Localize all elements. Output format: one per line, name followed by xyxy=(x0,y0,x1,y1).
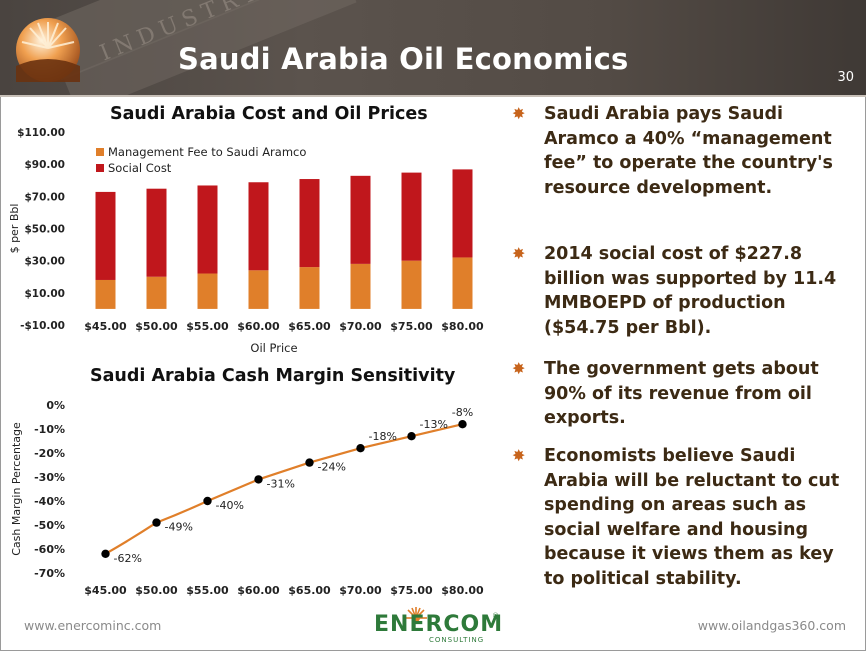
brand-logo: ENERCOM ® CONSULTING xyxy=(374,606,504,646)
brand-subtitle: CONSULTING xyxy=(429,636,485,644)
x-tick-label: $80.00 xyxy=(441,320,484,333)
bar-management-fee xyxy=(248,270,269,309)
y-tick-label: -50% xyxy=(34,519,65,532)
line-point xyxy=(101,549,110,558)
star-bullet-icon: ✸ xyxy=(512,446,526,465)
bar-management-fee xyxy=(350,263,371,309)
line-point xyxy=(407,432,416,441)
x-tick-label: $70.00 xyxy=(339,320,382,333)
cash-margin-line xyxy=(104,423,463,555)
bar-chart-title: Saudi Arabia Cost and Oil Prices xyxy=(110,104,428,124)
bar-management-fee xyxy=(95,279,116,309)
y-tick-label: -10% xyxy=(34,423,65,436)
line-chart: 0% -10% -20% -30% -40% -50% -60% -70% Cash Margi… xyxy=(10,399,484,597)
bullet-text: 2014 social cost of $227.8 billion was s… xyxy=(544,244,837,338)
y-tick-label: $110.00 xyxy=(17,127,65,139)
y-tick-label: -40% xyxy=(34,495,65,508)
line-point xyxy=(254,475,263,484)
data-label: -13% xyxy=(420,418,448,431)
bullet-text: The government gets about 90% of its rev… xyxy=(544,359,819,428)
brand-name: ENERCOM xyxy=(374,612,504,637)
x-axis-label: Oil Price xyxy=(250,341,297,355)
bar-social-cost xyxy=(197,185,218,274)
brand-sun-icon xyxy=(405,607,427,622)
line-point xyxy=(152,518,161,527)
bullet-text: Economists believe Saudi Arabia will be … xyxy=(544,446,840,589)
bar-management-fee xyxy=(299,267,320,309)
y-tick-label: $90.00 xyxy=(24,159,65,171)
y-axis-label: $ per Bbl xyxy=(8,204,21,254)
data-label: -40% xyxy=(216,499,244,512)
star-bullet-icon: ✸ xyxy=(512,104,526,123)
data-label: -18% xyxy=(369,430,397,443)
data-label: -31% xyxy=(267,477,295,490)
y-tick-label: -30% xyxy=(34,471,65,484)
sunburst-logo-icon xyxy=(16,18,80,82)
bar-management-fee xyxy=(401,260,422,309)
bar-social-cost xyxy=(401,172,422,261)
brand-registered-mark: ® xyxy=(492,612,499,620)
x-tick-label: $45.00 xyxy=(84,584,127,597)
x-tick-label: $45.00 xyxy=(84,320,127,333)
y-tick-label: $10.00 xyxy=(24,288,65,300)
star-bullet-icon: ✸ xyxy=(512,359,526,378)
y-tick-label: -$10.00 xyxy=(20,320,65,332)
legend-label: Social Cost xyxy=(108,161,172,175)
y-tick-label: -70% xyxy=(34,567,65,580)
stacked-bar-chart: $110.00 $90.00 $70.00 $50.00 $30.00 $10.00 -$1… xyxy=(8,127,484,355)
bar-management-fee xyxy=(197,273,218,309)
bar-social-cost xyxy=(146,188,167,277)
bar-social-cost xyxy=(452,169,473,258)
footer-partner-link[interactable]: www.oilandgas360.com xyxy=(697,618,846,633)
x-tick-label: $75.00 xyxy=(390,584,433,597)
x-tick-label: $65.00 xyxy=(288,320,331,333)
y-tick-label: 0% xyxy=(46,399,65,412)
y-axis-label: Cash Margin Percentage xyxy=(10,422,23,556)
x-tick-label: $65.00 xyxy=(288,584,331,597)
y-tick-label: $50.00 xyxy=(24,224,65,236)
x-tick-label: $60.00 xyxy=(237,584,280,597)
x-tick-label: $70.00 xyxy=(339,584,382,597)
legend-swatch xyxy=(96,148,104,156)
line-chart-title: Saudi Arabia Cash Margin Sensitivity xyxy=(90,366,456,386)
data-label: -8% xyxy=(452,406,473,419)
bar-social-cost xyxy=(248,182,269,271)
line-point xyxy=(458,420,467,429)
y-tick-label: -60% xyxy=(34,543,65,556)
y-tick-label: -20% xyxy=(34,447,65,460)
page-number: 30 xyxy=(837,70,854,85)
x-tick-label: $75.00 xyxy=(390,320,433,333)
x-tick-label: $50.00 xyxy=(135,584,178,597)
bar-social-cost xyxy=(95,191,116,280)
legend-label: Management Fee to Saudi Aramco xyxy=(108,145,306,159)
slide-header: INDUSTRY Saudi Arabia Oil Economics 30 xyxy=(0,0,866,95)
legend-swatch xyxy=(96,164,104,172)
footer-website-link[interactable]: www.enercominc.com xyxy=(24,618,162,633)
y-tick-label: $30.00 xyxy=(24,256,65,268)
line-point xyxy=(203,496,212,506)
line-point xyxy=(356,444,365,453)
data-label: -49% xyxy=(165,521,193,534)
y-tick-label: $70.00 xyxy=(24,191,65,203)
data-label: -62% xyxy=(114,552,142,565)
bullet-text: Saudi Arabia pays Saudi Aramco a 40% “ma… xyxy=(544,104,833,198)
bar-management-fee xyxy=(452,257,473,309)
bar-social-cost xyxy=(299,179,320,268)
x-tick-label: $55.00 xyxy=(186,584,229,597)
x-tick-label: $80.00 xyxy=(441,584,484,597)
page-title: Saudi Arabia Oil Economics xyxy=(178,42,629,76)
header-divider xyxy=(0,95,866,97)
x-tick-label: $50.00 xyxy=(135,320,178,333)
star-bullet-icon: ✸ xyxy=(512,244,526,263)
line-point xyxy=(305,458,314,467)
bar-social-cost xyxy=(350,175,371,264)
x-tick-label: $55.00 xyxy=(186,320,229,333)
bar-management-fee xyxy=(146,276,167,309)
x-tick-label: $60.00 xyxy=(237,320,280,333)
data-label: -24% xyxy=(318,461,346,474)
